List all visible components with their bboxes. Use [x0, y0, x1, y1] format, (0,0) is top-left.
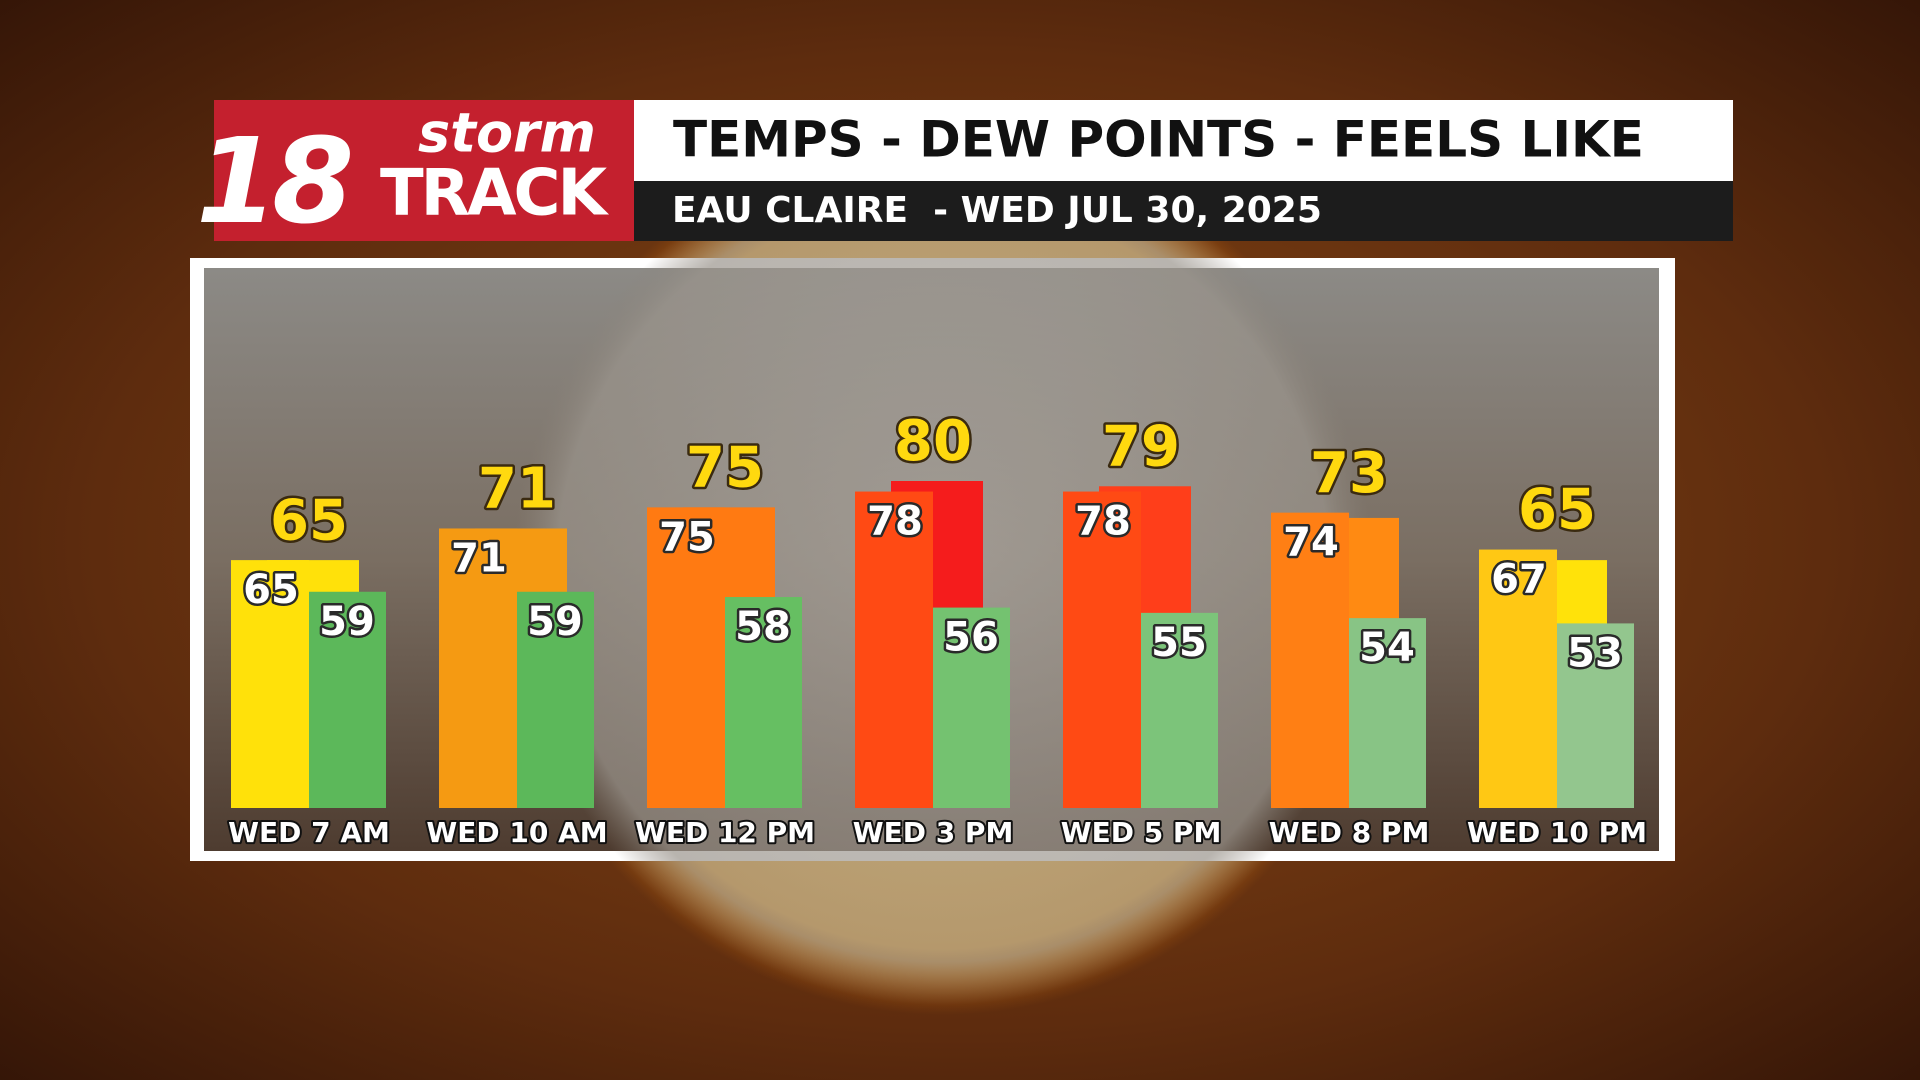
x-tick-label: WED 12 PM — [635, 816, 815, 849]
temp-label: 78 — [1075, 499, 1131, 545]
temp-bar — [855, 491, 933, 808]
dew-point-bar — [309, 591, 386, 808]
x-tick-label: WED 7 AM — [228, 816, 390, 849]
x-tick-label: WED 8 PM — [1269, 816, 1430, 849]
dew-point-label: 59 — [527, 599, 583, 645]
x-tick-label: WED 3 PM — [853, 816, 1014, 849]
chart-subtitle: EAU CLAIRE - WED JUL 30, 2025 — [672, 190, 1322, 231]
feels-like-label: 65 — [270, 488, 348, 553]
dew-point-label: 56 — [943, 615, 999, 661]
dew-point-label: 53 — [1567, 630, 1623, 676]
temp-label: 71 — [451, 535, 507, 581]
feels-like-label: 80 — [894, 409, 972, 474]
feels-like-label: 71 — [478, 457, 556, 522]
temp-bar — [1063, 491, 1141, 808]
logo-box — [214, 100, 634, 241]
dew-point-label: 59 — [319, 599, 375, 645]
dew-point-bar — [725, 597, 802, 808]
temp-label: 67 — [1491, 557, 1547, 603]
temp-bar — [647, 507, 725, 808]
feels-like-label: 79 — [1102, 414, 1180, 479]
title-bar — [634, 100, 1733, 181]
temp-label: 78 — [867, 499, 923, 545]
dew-point-bar — [517, 591, 594, 808]
x-tick-label: WED 5 PM — [1061, 816, 1222, 849]
logo-bottom: TRACK — [380, 157, 609, 231]
temp-bar — [439, 528, 517, 808]
dew-point-label: 55 — [1151, 620, 1207, 666]
temp-label: 74 — [1283, 520, 1339, 566]
dew-point-label: 54 — [1359, 625, 1415, 671]
feels-like-label: 65 — [1518, 478, 1596, 543]
dew-point-bar — [1557, 623, 1634, 808]
x-tick-label: WED 10 AM — [426, 816, 607, 849]
subtitle-bar — [634, 181, 1733, 241]
temp-bar — [1479, 549, 1557, 808]
dew-point-label: 58 — [735, 604, 791, 650]
x-tick-label: WED 10 PM — [1467, 816, 1647, 849]
logo-top: storm — [418, 102, 596, 165]
dew-point-bar — [1141, 612, 1218, 808]
temp-bar — [231, 560, 309, 808]
temp-label: 65 — [243, 567, 299, 613]
feels-like-label: 75 — [686, 436, 764, 501]
feels-like-label: 73 — [1310, 441, 1388, 506]
logo-number: 18 — [196, 112, 350, 250]
temp-bar — [1271, 512, 1349, 808]
dew-point-bar — [933, 607, 1010, 808]
chart-title: TEMPS - DEW POINTS - FEELS LIKE — [673, 111, 1644, 169]
dew-point-bar — [1349, 618, 1426, 808]
temp-label: 75 — [659, 514, 715, 560]
